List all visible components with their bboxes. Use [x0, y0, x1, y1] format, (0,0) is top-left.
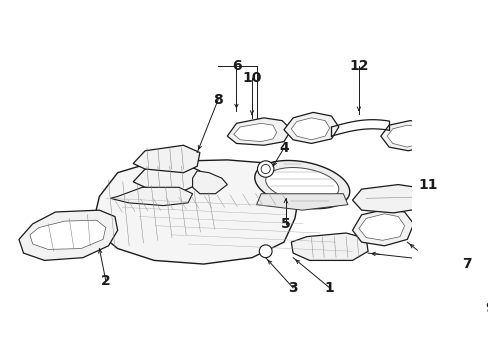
Circle shape: [261, 165, 270, 174]
Text: 6: 6: [231, 59, 241, 73]
Text: 3: 3: [288, 281, 297, 295]
Polygon shape: [265, 167, 338, 202]
Polygon shape: [352, 185, 422, 213]
Circle shape: [259, 245, 271, 258]
Circle shape: [257, 161, 273, 177]
Text: 9: 9: [484, 301, 488, 315]
Text: 11: 11: [418, 177, 437, 192]
Polygon shape: [380, 121, 434, 151]
Polygon shape: [284, 112, 338, 143]
Polygon shape: [110, 187, 192, 206]
Polygon shape: [133, 145, 200, 173]
Polygon shape: [256, 194, 347, 210]
Polygon shape: [254, 161, 349, 209]
Polygon shape: [291, 233, 367, 260]
Text: 4: 4: [279, 141, 288, 155]
Polygon shape: [386, 125, 425, 147]
Text: 5: 5: [280, 217, 290, 231]
Polygon shape: [92, 160, 300, 264]
Polygon shape: [30, 220, 105, 249]
Polygon shape: [291, 118, 329, 140]
Text: 7: 7: [461, 257, 470, 271]
Polygon shape: [133, 163, 200, 191]
Text: 10: 10: [242, 71, 261, 85]
Text: 1: 1: [324, 281, 334, 295]
Text: 2: 2: [101, 274, 110, 288]
Polygon shape: [192, 171, 227, 194]
Text: 12: 12: [348, 59, 368, 73]
Polygon shape: [358, 214, 404, 240]
Text: 8: 8: [213, 93, 223, 107]
Polygon shape: [19, 210, 118, 260]
Polygon shape: [233, 123, 276, 141]
Polygon shape: [227, 118, 291, 145]
Polygon shape: [352, 209, 413, 246]
